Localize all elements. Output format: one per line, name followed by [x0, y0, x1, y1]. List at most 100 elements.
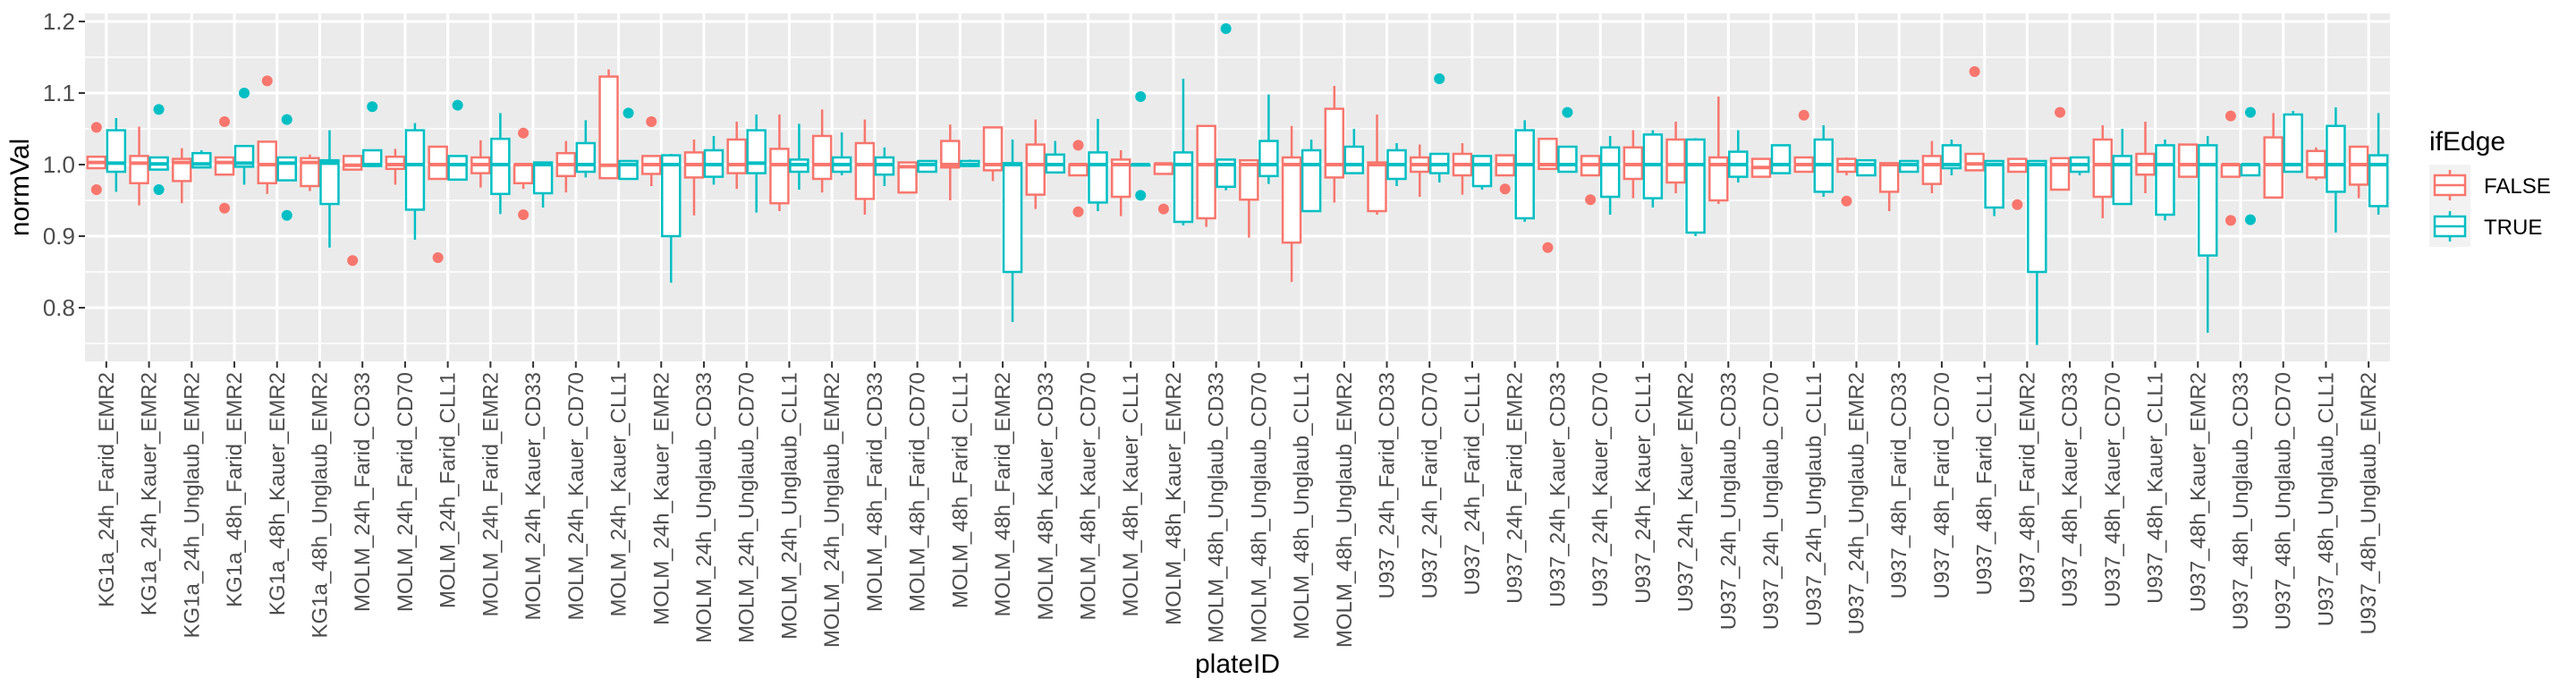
outlier-point: [518, 209, 530, 220]
outlier-point: [281, 114, 292, 125]
box-iqr: [2092, 138, 2114, 199]
box-false: [811, 109, 833, 193]
box-true: [361, 101, 383, 167]
box-false: [1110, 150, 1131, 216]
box-false: [257, 75, 277, 194]
box-false: [1623, 130, 1644, 199]
outlier-point: [2244, 214, 2256, 225]
outlier-point: [2224, 215, 2236, 226]
outlier-point: [452, 99, 463, 111]
box-iqr: [1343, 145, 1365, 174]
box-iqr: [1173, 151, 1194, 224]
box-false: [513, 127, 534, 220]
box-false: [1495, 154, 1515, 195]
box-iqr: [2220, 163, 2241, 178]
box-iqr: [2326, 124, 2346, 193]
box-iqr: [897, 161, 918, 194]
outlier-point: [1135, 91, 1147, 102]
x-tick-label: MOLM_48h_Unglaub_CD33: [1205, 372, 1229, 643]
box-iqr: [319, 158, 340, 206]
outlier-point: [1969, 66, 1980, 77]
box-true: [447, 99, 468, 182]
box-false: [982, 126, 1004, 182]
box-false: [1025, 119, 1046, 209]
box-false: [897, 161, 918, 194]
box-iqr: [172, 157, 192, 182]
box-iqr: [2198, 144, 2218, 257]
outlier-point: [518, 127, 530, 139]
x-tick-label: U937_48h_Kauer_EMR2: [2186, 372, 2210, 612]
box-true: [2368, 113, 2389, 215]
box-false: [2306, 147, 2326, 181]
box-iqr: [854, 141, 876, 200]
outlier-point: [1585, 194, 1597, 206]
grid-minor: [85, 56, 2390, 344]
box-iqr: [769, 148, 790, 205]
outlier-point: [623, 107, 634, 119]
panel-background: [85, 13, 2390, 361]
box-iqr: [1471, 155, 1493, 188]
x-tick-label: U937_48h_Unglaub_EMR2: [2357, 372, 2381, 635]
box-false: [342, 155, 363, 267]
box-iqr: [1599, 146, 1621, 199]
outlier-point: [646, 116, 657, 127]
box-false: [726, 122, 747, 190]
box-false: [1410, 144, 1430, 197]
x-tick-label: MOLM_48h_Farid_CLL1: [948, 372, 972, 608]
outlier-point: [90, 184, 102, 195]
box-iqr: [1025, 143, 1046, 196]
box-iqr: [1708, 156, 1729, 202]
x-tick-label: U937_24h_Kauer_CLL1: [1631, 372, 1656, 604]
outlier-point: [1072, 206, 1084, 217]
box-iqr: [1088, 151, 1108, 204]
box-false: [1068, 140, 1089, 217]
box-true: [2240, 106, 2261, 225]
x-tick-label: U937_24h_Farid_CLL1: [1461, 372, 1485, 596]
box-iqr: [1196, 124, 1216, 220]
box-iqr: [982, 126, 1004, 172]
box-true: [319, 130, 340, 248]
outlier-point: [1157, 203, 1169, 215]
box-false: [2348, 145, 2369, 199]
box-false: [1921, 140, 1943, 193]
x-tick-label: MOLM_24h_Unglaub_EMR2: [820, 372, 844, 648]
box-true: [2027, 159, 2047, 345]
outlier-point: [239, 88, 250, 98]
box-iqr: [1856, 158, 1877, 177]
x-tick-label: MOLM_48h_Unglaub_EMR2: [1333, 372, 1357, 648]
outlier-point: [1562, 106, 1573, 118]
x-tick-label: MOLM_48h_Farid_CD33: [863, 372, 887, 612]
x-tick-label: U937_48h_Kauer_CD33: [2058, 372, 2082, 607]
box-true: [276, 114, 297, 221]
box-false: [683, 140, 705, 216]
x-tick-label: U937_48h_Kauer_CD70: [2101, 372, 2125, 607]
outlier-point: [281, 209, 292, 221]
box-iqr: [1367, 161, 1387, 213]
box-false: [1793, 109, 1814, 174]
x-tick-label: KG1a_24h_Unglaub_EMR2: [180, 372, 204, 639]
box-false: [172, 148, 192, 204]
legend: ifEdge FALSE TRUE: [2429, 127, 2551, 247]
outlier-point: [347, 255, 359, 267]
box-true: [1599, 136, 1621, 215]
box-false: [385, 148, 406, 185]
box-true: [1856, 158, 1877, 177]
box-true: [1216, 23, 1236, 191]
box-true: [1429, 73, 1450, 182]
box-true: [618, 107, 639, 181]
outlier-point: [2224, 110, 2236, 122]
box-true: [2069, 156, 2090, 175]
x-tick-label: U937_24h_Farid_CD33: [1376, 372, 1400, 599]
box-false: [1196, 124, 1216, 227]
box-true: [2112, 129, 2133, 206]
box-iqr: [2112, 155, 2133, 206]
box-iqr: [106, 129, 127, 174]
box-false: [769, 114, 790, 211]
x-tick-label: U937_48h_Unglaub_CLL1: [2314, 372, 2338, 626]
box-iqr: [2368, 154, 2389, 208]
box-iqr: [746, 129, 767, 174]
box-false: [1750, 157, 1772, 178]
box-iqr: [214, 156, 235, 176]
box-iqr: [2155, 144, 2175, 216]
x-tick-label: MOLM_24h_Kauer_EMR2: [649, 372, 674, 625]
